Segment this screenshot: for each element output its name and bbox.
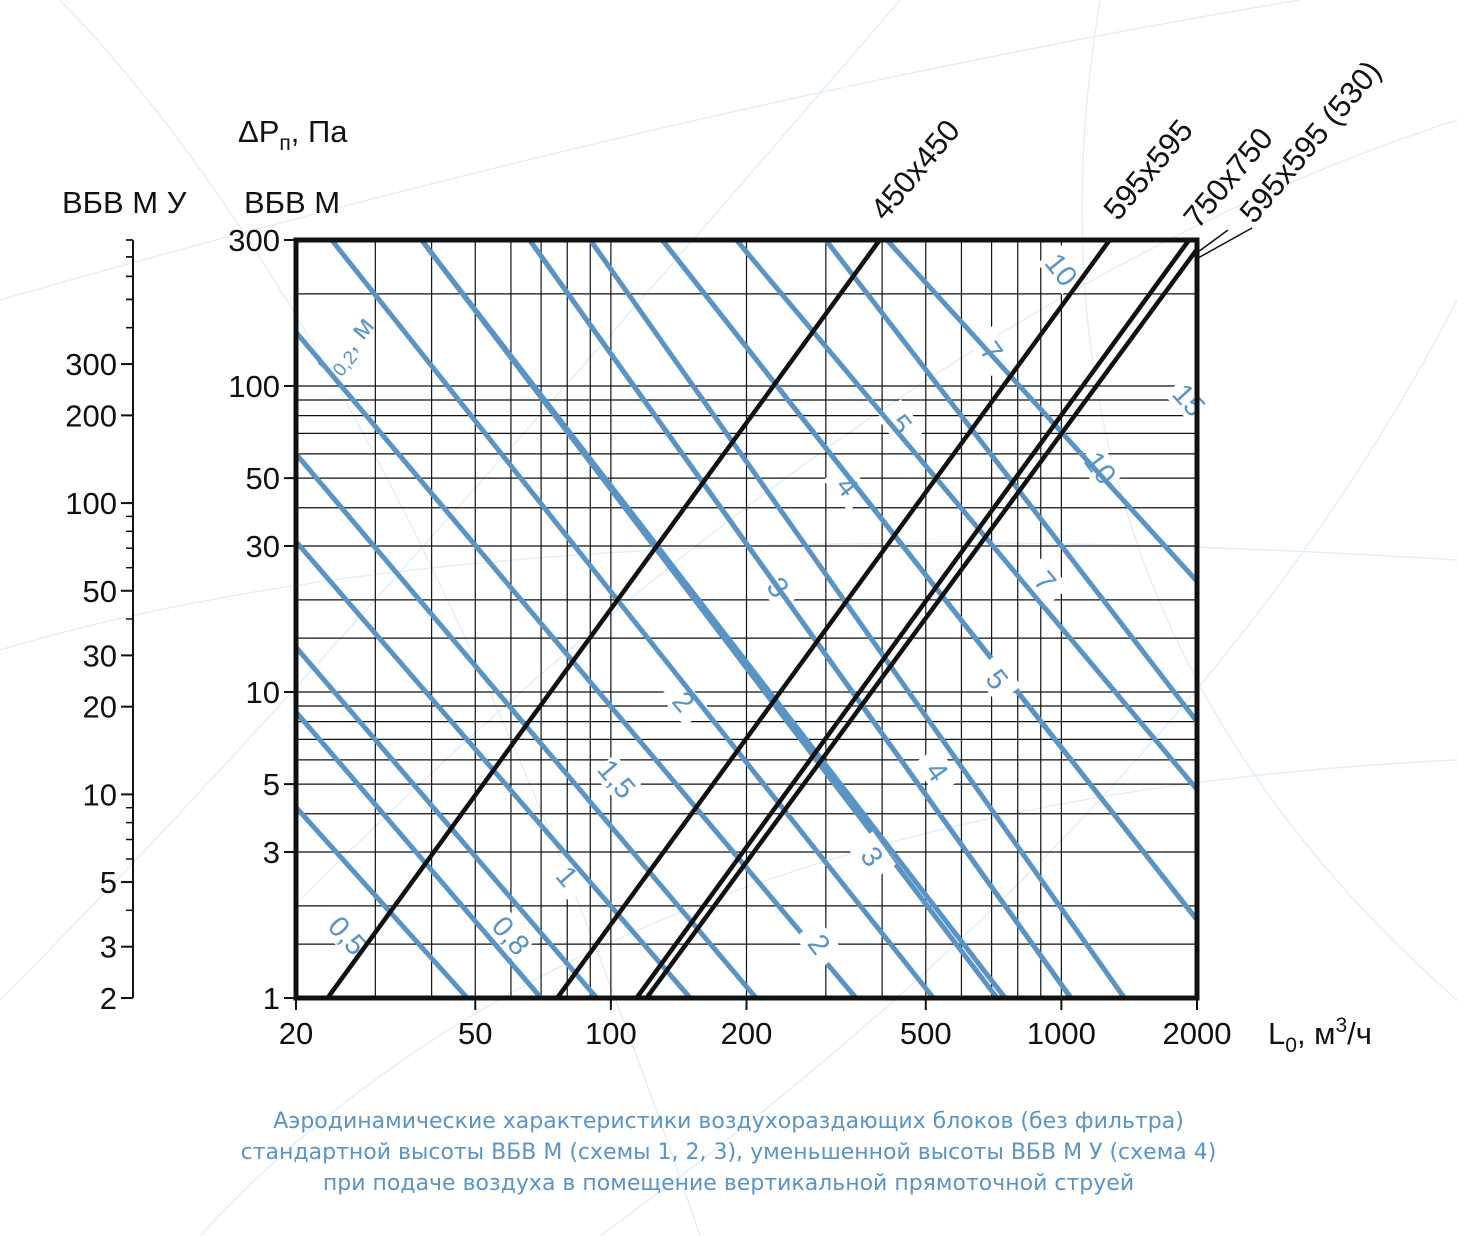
- throw-secondary-line-3: [588, 238, 1127, 1000]
- y-tick-label-3: 5: [263, 767, 280, 802]
- throw-secondary-label-bg-4: [972, 654, 1022, 705]
- y-tick-label-5: 30: [246, 529, 280, 564]
- y-tick-label-7: 100: [228, 369, 280, 404]
- secondary-axis-title: ВБВ М У: [62, 185, 187, 220]
- throw-secondary-label-bg-3: [913, 746, 961, 797]
- caption-line-2: стандартной высоты ВБВ М (схемы 1, 2, 3)…: [240, 1140, 1217, 1165]
- watermark-curve-1: [59, 0, 701, 1236]
- throw-secondary-label-bg-6: [1076, 442, 1125, 493]
- x-tick-label-5: 500: [900, 1016, 952, 1051]
- secondary-tick-label-1: 2: [100, 981, 117, 1016]
- series-line-3: [634, 238, 1191, 1000]
- throw-lines: 0,50,811,52345710234571015l0,2, м: [294, 238, 1214, 1000]
- series-line-2: [555, 238, 1112, 1000]
- watermark-curve-5: [0, 0, 1301, 301]
- secondary-tick-label-4: 10: [83, 777, 117, 812]
- y-tick-label-2: 3: [263, 835, 280, 870]
- throw-secondary-label-bg-7: [1164, 375, 1214, 425]
- secondary-tick-label-5: 20: [83, 690, 117, 725]
- axis-titles: ВБВ М У ВБВ М ΔPп, Па L0, м3/ч: [62, 114, 1372, 1057]
- throw-secondary-label-7: 15: [1166, 378, 1211, 423]
- tick-labels: 20 50 100 200 500 1000 2000 1 3 5 10 30 50 100 300: [228, 223, 1231, 1051]
- x-tick-label-6: 1000: [1027, 1016, 1096, 1051]
- watermark-curve-4: [1081, 0, 1457, 1001]
- throw-line-2: [294, 710, 544, 1000]
- throw-secondary-label-bg-5: [1020, 556, 1070, 607]
- series-leader-4: [1197, 227, 1253, 259]
- secondary-tick-label-2: 3: [100, 930, 117, 965]
- secondary-y-axis: 2 3 5 10 20 30 50 100 200 300: [65, 239, 134, 1016]
- throw-label-1: 0,5: [321, 911, 372, 962]
- throw-secondary-line-4: [660, 238, 1199, 922]
- throw-label-bg-1: [322, 910, 372, 961]
- secondary-tick-label-9: 200: [65, 398, 117, 433]
- throw-label-bg-8: [876, 399, 925, 450]
- throw-label-bg-4: [592, 753, 642, 804]
- throw-secondary-label-bg-2: [848, 831, 896, 882]
- secondary-tick-label-10: 300: [65, 347, 117, 382]
- caption-line-3: при подаче воздуха в помещение вертикаль…: [322, 1171, 1135, 1196]
- throw-secondary-line-1: [419, 238, 1008, 1000]
- primary-axis-title: ВБВ М: [244, 185, 340, 220]
- throw-lines-title: l0,2, м: [313, 310, 385, 385]
- y-tick-label-8: 300: [228, 223, 280, 258]
- series-label-1: 450х450: [864, 113, 967, 227]
- y-tick-label-1: 1: [263, 981, 280, 1016]
- watermark-curve-3: [0, 542, 1457, 651]
- throw-label-bg-7: [823, 461, 872, 512]
- watermark-curve-6: [199, 759, 1457, 1236]
- x-tick-label-1: 20: [279, 1016, 313, 1051]
- grid: [295, 239, 1198, 999]
- throw-label-4: 1,5: [591, 754, 642, 805]
- throw-label-bg-10: [1037, 244, 1086, 295]
- throw-line-1: [294, 805, 470, 1000]
- throw-label-bg-5: [659, 676, 708, 727]
- x-axis-label: L0, м3/ч: [1268, 1014, 1372, 1057]
- series-line-1: [325, 238, 882, 1000]
- secondary-tick-label-3: 5: [100, 865, 117, 900]
- throw-label-bg-2: [486, 910, 536, 961]
- throw-line-3: [294, 645, 599, 1000]
- throw-secondary-label-6: 10: [1077, 446, 1122, 491]
- secondary-tick-label-8: 100: [65, 486, 117, 521]
- throw-secondary-label-bg-1: [795, 919, 844, 970]
- throw-label-bg-3: [542, 851, 592, 902]
- throw-line-6: [294, 330, 858, 1000]
- series-line-4: [644, 247, 1199, 1000]
- x-tick-label-3: 100: [585, 1016, 637, 1051]
- y-tick-label-6: 50: [246, 461, 280, 496]
- chart-caption: Аэродинамические характеристики воздухор…: [0, 1106, 1457, 1199]
- watermark-curve-7: [0, 0, 901, 1001]
- throw-secondary-line-2: [527, 238, 1073, 1000]
- y-axis-label: ΔPп, Па: [238, 114, 348, 155]
- y-tick-label-4: 10: [246, 675, 280, 710]
- x-tick-label-2: 50: [458, 1016, 492, 1051]
- secondary-tick-label-6: 30: [83, 638, 117, 673]
- x-tick-label-4: 200: [721, 1016, 773, 1051]
- series-leader-3: [1197, 229, 1229, 253]
- throw-secondary-line-7: [885, 238, 1199, 583]
- watermark-curve-2: [299, 119, 1457, 901]
- secondary-tick-label-7: 50: [83, 574, 117, 609]
- throw-line-7: [329, 238, 936, 1000]
- caption-line-1: Аэродинамические характеристики воздухор…: [273, 1109, 1184, 1134]
- x-tick-label-7: 2000: [1163, 1016, 1232, 1051]
